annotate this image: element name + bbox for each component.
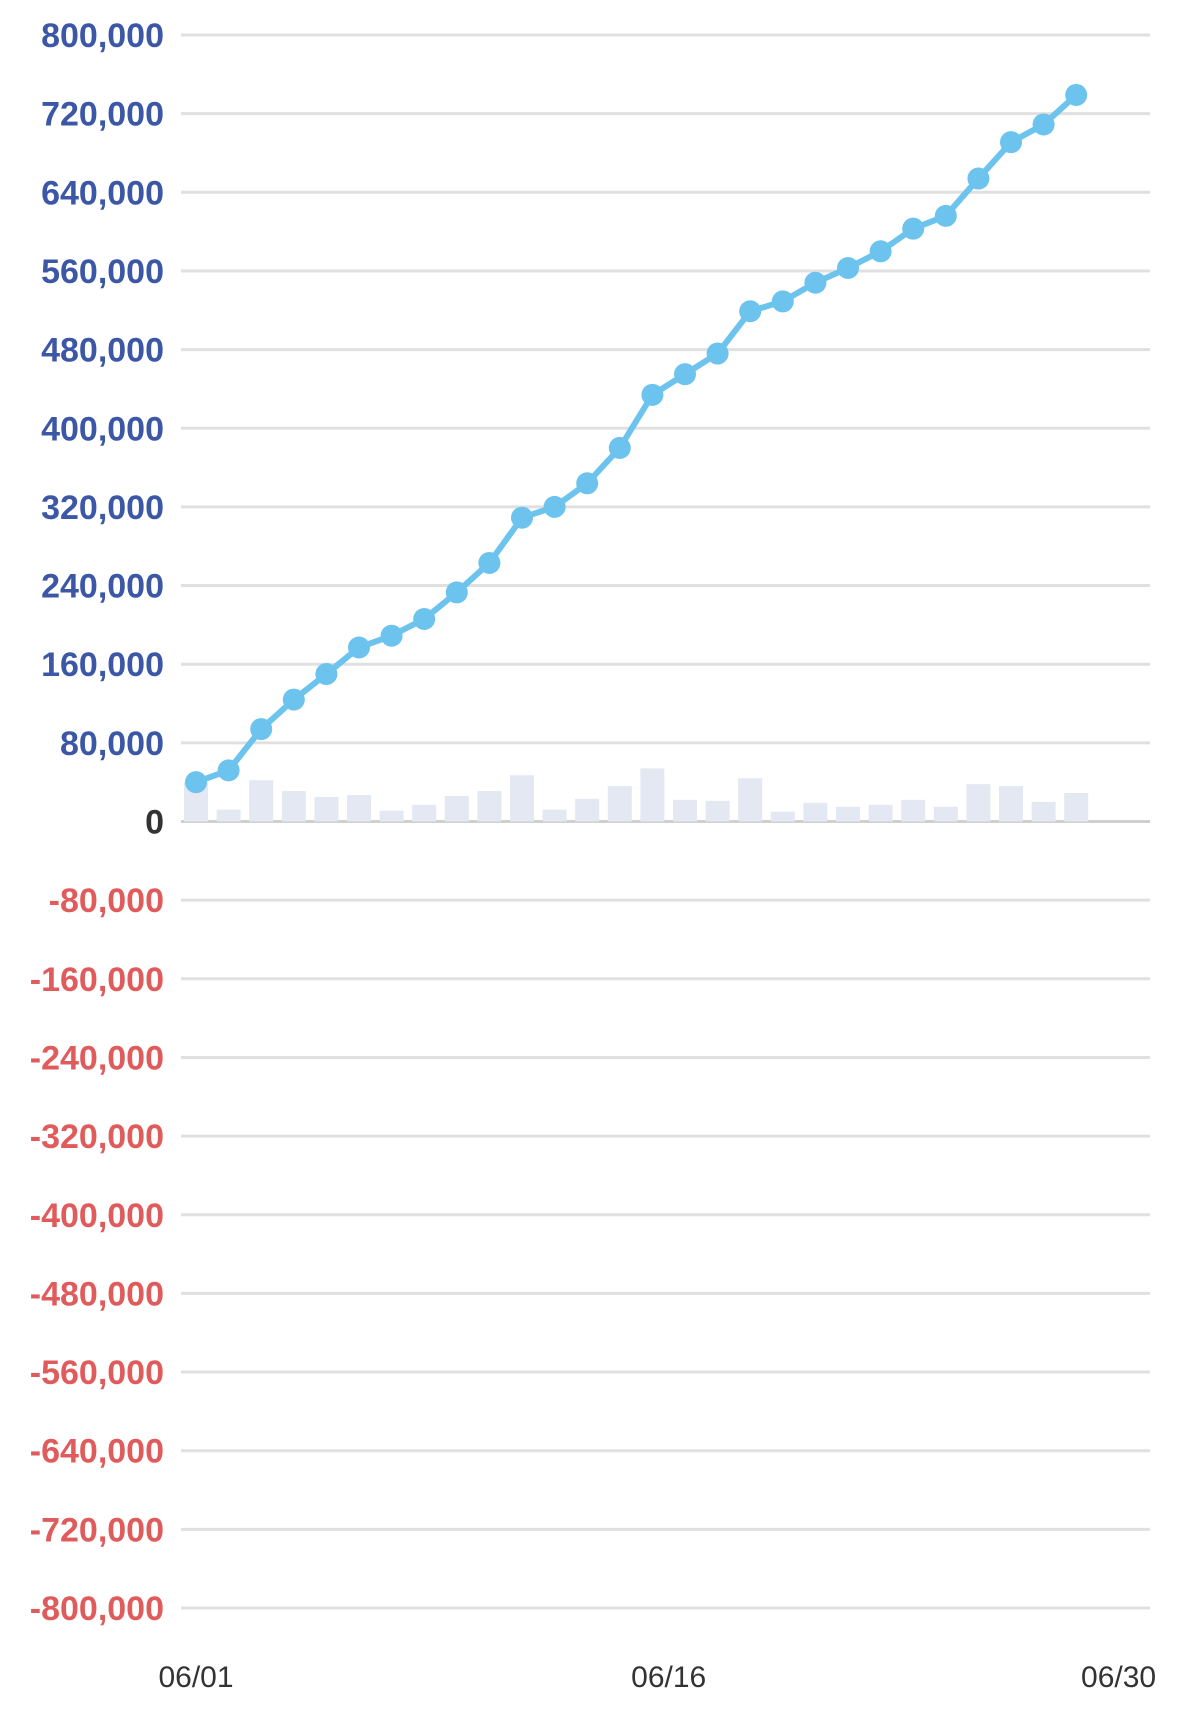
data-point [869, 240, 892, 263]
y-tick-label: -560,000 [30, 1354, 164, 1392]
y-tick-label: 240,000 [41, 568, 164, 606]
bar [444, 795, 469, 822]
y-tick-label: -160,000 [30, 961, 164, 999]
data-point [837, 257, 859, 280]
data-point [348, 636, 370, 659]
bar [510, 775, 534, 822]
bar [673, 799, 697, 822]
series-line [193, 92, 1080, 786]
bar [836, 806, 860, 822]
data-point [543, 495, 566, 518]
y-tick-label: -800,000 [30, 1590, 164, 1628]
y-tick-label: -640,000 [30, 1433, 164, 1471]
bar [1031, 801, 1056, 822]
y-tick-label: -320,000 [30, 1118, 164, 1156]
y-tick-label: 320,000 [41, 489, 164, 527]
y-axis-labels: 800,000 720,000 640,000 560,000 480,000 400,0… [30, 17, 164, 1628]
data-point [445, 581, 468, 604]
data-point [902, 217, 925, 240]
grid-lines [181, 33, 1150, 1610]
data-point [608, 436, 631, 459]
y-tick-label: 640,000 [41, 174, 164, 212]
y-tick-label: -400,000 [30, 1197, 164, 1235]
data-point [1032, 113, 1055, 136]
bar [705, 800, 730, 822]
data-point [804, 271, 827, 294]
y-tick-label: 0 [145, 804, 164, 842]
y-tick-label: -240,000 [30, 1039, 164, 1077]
bar [249, 780, 274, 822]
data-point [380, 624, 403, 647]
bar-series [184, 768, 1089, 822]
data-point [771, 290, 794, 313]
y-tick-label: 480,000 [41, 332, 164, 370]
y-tick-label: 720,000 [41, 96, 164, 134]
x-axis-labels: 06/01 06/16 06/30 [158, 1661, 1156, 1694]
data-point [478, 551, 501, 574]
y-tick-label: -80,000 [49, 882, 164, 920]
bar [803, 802, 828, 822]
bar [770, 811, 795, 822]
data-point [934, 204, 957, 227]
data-point [674, 363, 696, 386]
bar [640, 768, 665, 822]
bar [216, 809, 241, 822]
y-tick-label: 400,000 [41, 410, 164, 448]
bar [314, 796, 339, 822]
bar [738, 778, 763, 822]
bar [901, 799, 926, 822]
data-point [641, 383, 664, 406]
data-point [739, 300, 762, 323]
y-tick-label: 80,000 [60, 725, 164, 763]
line-series [193, 92, 1080, 786]
y-tick-label: -480,000 [30, 1275, 164, 1313]
data-point [1065, 83, 1088, 106]
bar [607, 786, 632, 822]
data-point [511, 506, 533, 529]
bar [347, 794, 371, 822]
data-point [413, 607, 436, 630]
data-point [967, 167, 990, 190]
data-point [217, 759, 240, 782]
line-points [185, 83, 1088, 794]
bar [542, 809, 567, 822]
data-point [315, 663, 338, 686]
bar [575, 798, 600, 822]
bar [933, 806, 958, 822]
x-tick-label: 06/30 [1081, 1661, 1156, 1694]
data-point [250, 718, 273, 741]
data-point [282, 688, 305, 711]
y-tick-label: 800,000 [41, 17, 164, 55]
y-tick-label: 160,000 [41, 646, 164, 684]
bar [412, 804, 437, 822]
y-tick-label: 560,000 [41, 253, 164, 291]
data-point [185, 771, 207, 794]
x-tick-label: 06/01 [158, 1661, 233, 1694]
data-point [576, 472, 599, 495]
bar [999, 786, 1023, 822]
data-point [706, 342, 729, 365]
y-tick-label: -720,000 [30, 1511, 164, 1549]
bar [1064, 792, 1089, 822]
x-tick-label: 06/16 [631, 1661, 706, 1694]
bar [966, 784, 991, 822]
bar [477, 791, 502, 822]
bar [868, 804, 893, 822]
data-point [1000, 131, 1022, 154]
bar [281, 791, 306, 822]
bar [379, 810, 404, 822]
